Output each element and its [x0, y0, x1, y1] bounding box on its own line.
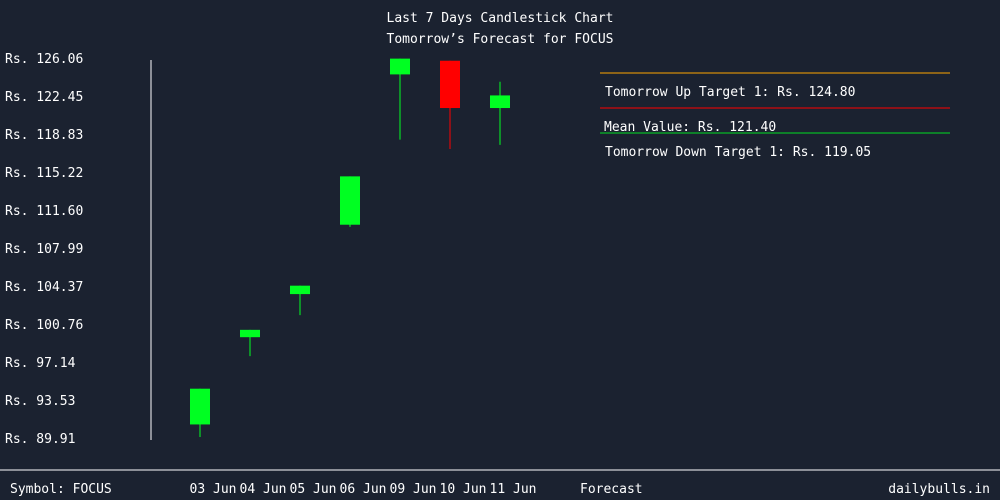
- y-tick-label: Rs. 118.83: [5, 128, 83, 143]
- x-tick-label: 11 Jun: [490, 482, 537, 497]
- footer-site: dailybulls.in: [888, 482, 990, 497]
- y-tick-label: Rs. 93.53: [5, 394, 75, 409]
- y-tick-label: Rs. 104.37: [5, 280, 83, 295]
- candle-body: [340, 176, 360, 225]
- y-tick-label: Rs. 89.91: [5, 432, 75, 447]
- y-tick-label: Rs. 122.45: [5, 90, 83, 105]
- y-tick-label: Rs. 126.06: [5, 52, 83, 67]
- x-tick-label: 04 Jun: [240, 482, 287, 497]
- y-tick-label: Rs. 100.76: [5, 318, 83, 333]
- candle-body: [240, 329, 260, 338]
- chart-title: Last 7 Days Candlestick Chart: [387, 11, 614, 26]
- y-tick-label: Rs. 111.60: [5, 204, 83, 219]
- y-tick-label: Rs. 97.14: [5, 356, 76, 371]
- candle-body: [390, 58, 410, 75]
- x-tick-label: 09 Jun: [390, 482, 437, 497]
- x-tick-label: 06 Jun: [340, 482, 387, 497]
- x-tick-label: 05 Jun: [290, 482, 337, 497]
- y-tick-label: Rs. 115.22: [5, 166, 83, 181]
- candles-group: [190, 58, 510, 438]
- y-axis-ticks: Rs. 126.06 Rs. 122.45 Rs. 118.83 Rs. 115.22…: [5, 52, 83, 447]
- forecast-label: Forecast: [580, 482, 643, 497]
- x-tick-label: 03 Jun: [190, 482, 237, 497]
- up-target-label: Tomorrow Up Target 1: Rs. 124.80: [605, 85, 855, 100]
- chart-subtitle: Tomorrow’s Forecast for FOCUS: [387, 32, 614, 47]
- footer-symbol: Symbol: FOCUS: [10, 482, 112, 497]
- y-tick-label: Rs. 107.99: [5, 242, 83, 257]
- candle-body: [190, 388, 210, 425]
- candle-body: [290, 285, 310, 295]
- candle-body: [490, 95, 510, 109]
- mean-value-label: Mean Value: Rs. 121.40: [604, 120, 776, 135]
- x-tick-label: 10 Jun: [440, 482, 487, 497]
- x-axis-ticks: 03 Jun 04 Jun 05 Jun 06 Jun 09 Jun 10 Jun 11 J…: [190, 482, 537, 497]
- down-target-label: Tomorrow Down Target 1: Rs. 119.05: [605, 145, 871, 160]
- candle-body: [440, 60, 460, 109]
